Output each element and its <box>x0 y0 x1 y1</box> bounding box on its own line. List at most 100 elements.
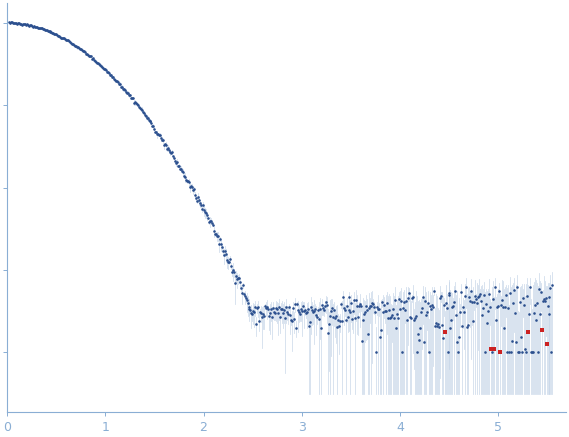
Point <box>298 302 307 309</box>
Point <box>341 316 350 323</box>
Point <box>165 146 174 153</box>
Point <box>294 307 303 314</box>
Point <box>207 220 216 227</box>
Point <box>242 297 251 304</box>
Point <box>174 163 183 170</box>
Point <box>523 329 532 336</box>
Point <box>315 305 324 312</box>
Point <box>390 297 399 304</box>
Point <box>516 333 525 340</box>
Point <box>22 21 31 28</box>
Point <box>19 21 28 28</box>
Point <box>409 294 418 301</box>
Point <box>526 349 535 356</box>
Point <box>386 314 395 321</box>
Point <box>288 305 298 312</box>
Point <box>50 30 59 37</box>
Point <box>367 303 376 310</box>
Point <box>200 209 209 216</box>
Point <box>502 349 512 356</box>
Point <box>468 298 477 305</box>
Point <box>446 324 455 331</box>
Point <box>34 24 43 31</box>
Point <box>191 192 200 199</box>
Point <box>300 307 310 314</box>
Point <box>93 59 102 66</box>
Point <box>358 338 367 345</box>
Point <box>203 215 212 222</box>
Point <box>62 36 71 43</box>
Point <box>386 314 395 321</box>
Point <box>339 304 348 311</box>
Point <box>532 299 541 306</box>
Point <box>254 304 263 311</box>
Point <box>409 317 418 324</box>
Point <box>23 22 32 29</box>
Point <box>55 33 64 40</box>
Point <box>377 326 386 333</box>
Point <box>318 305 327 312</box>
Point <box>176 166 185 173</box>
Point <box>118 85 127 92</box>
Point <box>357 303 366 310</box>
Point <box>382 299 391 306</box>
Point <box>501 291 510 298</box>
Point <box>189 186 199 193</box>
Point <box>39 26 48 33</box>
Point <box>168 149 177 156</box>
Point <box>516 298 525 305</box>
Point <box>496 302 505 309</box>
Point <box>324 320 333 327</box>
Point <box>31 23 40 30</box>
Point <box>120 87 129 94</box>
Point <box>27 22 36 29</box>
Point <box>463 323 472 330</box>
Point <box>245 306 254 313</box>
Point <box>283 309 292 316</box>
Point <box>225 256 234 263</box>
Point <box>152 128 161 135</box>
Point <box>134 104 143 111</box>
Point <box>145 118 154 125</box>
Point <box>473 293 483 300</box>
Point <box>273 306 282 313</box>
Point <box>440 328 449 335</box>
Point <box>545 311 554 318</box>
Point <box>68 41 77 48</box>
Point <box>531 317 540 324</box>
Point <box>493 302 502 309</box>
Point <box>46 28 55 35</box>
Point <box>342 303 351 310</box>
Point <box>336 301 345 308</box>
Point <box>139 109 148 116</box>
Point <box>374 305 383 312</box>
Point <box>302 310 311 317</box>
Point <box>445 290 454 297</box>
Point <box>418 293 427 300</box>
Point <box>114 80 123 87</box>
Point <box>112 78 121 85</box>
Point <box>369 301 378 308</box>
Point <box>538 297 547 304</box>
Point <box>48 30 57 37</box>
Point <box>362 302 371 309</box>
Point <box>13 20 22 27</box>
Point <box>370 304 379 311</box>
Point <box>144 117 153 124</box>
Point <box>481 349 490 356</box>
Point <box>119 86 129 93</box>
Point <box>319 306 328 313</box>
Point <box>59 34 68 41</box>
Point <box>308 309 318 316</box>
Point <box>147 120 156 127</box>
Point <box>212 232 221 239</box>
Point <box>100 65 109 72</box>
Point <box>527 349 536 356</box>
Point <box>304 322 314 329</box>
Point <box>154 131 163 138</box>
Point <box>244 304 253 311</box>
Point <box>306 304 315 311</box>
Point <box>161 140 170 147</box>
Point <box>205 218 215 225</box>
Point <box>508 300 517 307</box>
